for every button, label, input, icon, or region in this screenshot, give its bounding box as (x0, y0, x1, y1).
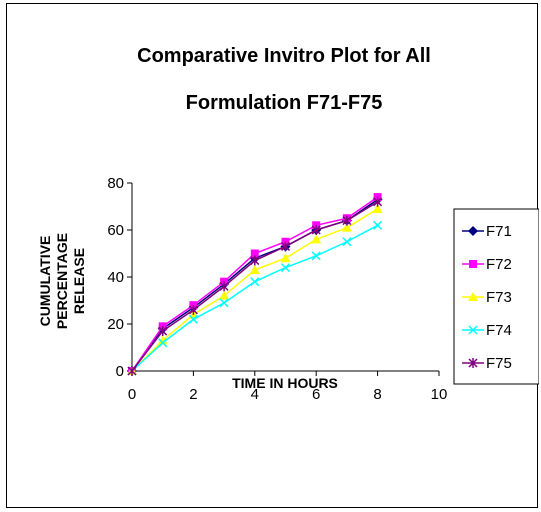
y-axis-title: CUMULATIVE PERCENTAGE RELEASE (37, 233, 87, 329)
data-point-f72 (250, 249, 259, 258)
legend-label: F74 (486, 322, 512, 339)
data-point-f75 (280, 241, 291, 252)
series-f72 (128, 193, 382, 375)
data-point-f74 (280, 263, 291, 273)
data-point-f74 (311, 251, 321, 261)
data-point-f75 (373, 196, 383, 207)
data-point-f75 (127, 366, 137, 376)
legend-item-f74: F74 (462, 322, 512, 339)
legend-label: F72 (486, 256, 512, 273)
x-tick-label: 2 (189, 386, 197, 403)
series-f75 (127, 196, 383, 376)
axes: 0 20 40 60 80 0 2 4 6 8 10 (107, 175, 447, 403)
data-point-f73 (280, 253, 291, 263)
legend-marker (468, 325, 478, 335)
legend-item-f75: F75 (462, 355, 512, 372)
y-tick-label: 80 (107, 175, 124, 192)
x-tick-label: 6 (312, 386, 320, 403)
y-tick-label: 60 (107, 222, 124, 239)
data-point-f73 (219, 290, 230, 300)
y-tick-label: 0 (116, 363, 124, 380)
legend-marker (469, 260, 477, 268)
series-line-f74 (131, 224, 378, 372)
legend-label: F75 (486, 355, 512, 372)
chart-title-line-1: Comparative Invitro Plot for All (137, 45, 431, 67)
series-f73 (127, 203, 383, 375)
x-tick-label: 0 (128, 386, 136, 403)
legend-marker (468, 226, 478, 236)
legend-item-f73: F73 (462, 289, 512, 306)
series-line-f75 (131, 201, 378, 372)
y-axis-title-line-1: CUMULATIVE (37, 236, 53, 327)
data-point-f73 (311, 234, 322, 244)
y-tick-label: 20 (107, 316, 124, 333)
legend-label: F73 (486, 289, 512, 306)
data-point-f75 (342, 215, 352, 226)
legend: F71 F72 F73 F74 F75 (453, 208, 539, 385)
data-point-f75 (250, 255, 260, 266)
y-tick-label: 40 (107, 269, 124, 286)
legend-item-f72: F72 (462, 256, 512, 273)
data-point-f73 (341, 222, 352, 232)
chart: Comparative Invitro Plot for All Formula… (37, 45, 539, 403)
chart-frame: Comparative Invitro Plot for All Formula… (6, 3, 539, 508)
data-point-f73 (249, 264, 260, 274)
x-tick-label: 10 (431, 386, 448, 403)
data-point-f74 (188, 314, 198, 324)
series-line-f71 (131, 198, 379, 372)
data-point-f74 (219, 298, 229, 308)
legend-marker (468, 292, 478, 301)
data-point-f75 (311, 225, 321, 235)
x-axis-title: TIME IN HOURS (232, 375, 338, 391)
data-point-f75 (188, 304, 198, 315)
chart-title-line-2: Formulation F71-F75 (186, 92, 383, 114)
legend-marker (468, 358, 478, 368)
data-point-f74 (342, 237, 352, 247)
x-tick-label: 8 (373, 386, 381, 403)
data-point-f73 (157, 335, 168, 345)
data-point-f75 (158, 326, 168, 337)
series-f74 (127, 220, 383, 376)
data-point-f74 (373, 220, 383, 230)
x-tick-label: 4 (251, 386, 259, 403)
data-point-f74 (158, 338, 168, 348)
legend-label: F71 (486, 223, 512, 240)
y-axis-title-line-2: PERCENTAGE (54, 233, 70, 329)
y-axis-title-line-3: RELEASE (71, 248, 87, 314)
data-point-f73 (372, 203, 383, 213)
legend-item-f71: F71 (462, 223, 512, 240)
series-line-f73 (131, 208, 378, 372)
data-point-f74 (250, 277, 260, 287)
data-point-f75 (219, 281, 229, 292)
series-layer (127, 193, 383, 376)
